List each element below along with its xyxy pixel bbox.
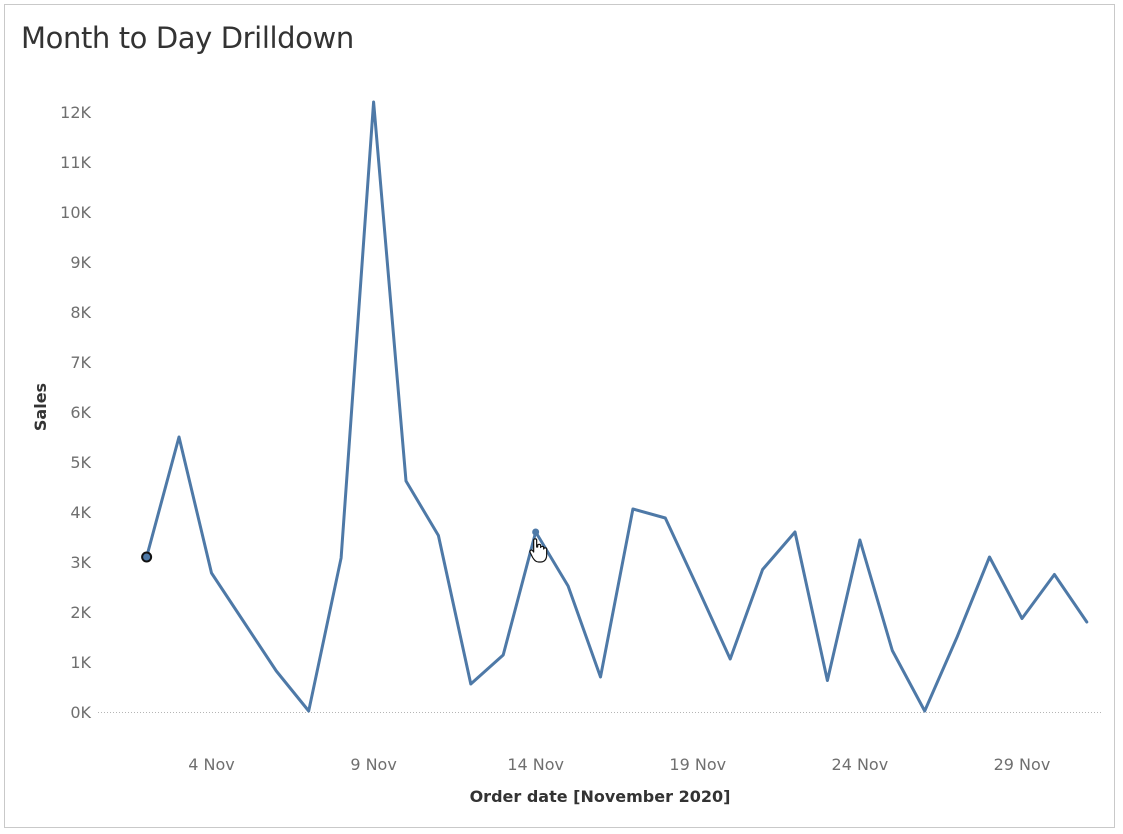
- x-tick-label: 24 Nov: [832, 755, 889, 774]
- x-tick-label: 9 Nov: [350, 755, 397, 774]
- hand-pointer-cursor-icon: [529, 538, 548, 563]
- x-axis-title: Order date [November 2020]: [470, 787, 731, 806]
- y-tick-label: 3K: [70, 553, 91, 572]
- y-tick-label: 0K: [70, 703, 91, 722]
- x-tick-label: 4 Nov: [188, 755, 235, 774]
- y-tick-label: 5K: [70, 453, 91, 472]
- y-tick-label: 6K: [70, 403, 91, 422]
- selected-data-point[interactable]: [141, 551, 153, 563]
- hand-pointer-shape: [529, 538, 548, 563]
- y-tick-label: 9K: [70, 253, 91, 272]
- series-points[interactable]: [141, 528, 540, 563]
- y-tick-label: 1K: [70, 653, 91, 672]
- y-tick-label: 7K: [70, 353, 91, 372]
- chart-frame: [4, 4, 1115, 828]
- y-axis-title: Sales: [31, 383, 50, 431]
- x-axis: 4 Nov 9 Nov 14 Nov 19 Nov 24 Nov 29 Nov: [188, 755, 1050, 774]
- y-tick-label: 4K: [70, 503, 91, 522]
- y-tick-label: 11K: [60, 153, 91, 172]
- y-tick-label: 12K: [60, 103, 91, 122]
- y-tick-label: 2K: [70, 603, 91, 622]
- hovered-data-point[interactable]: [532, 528, 540, 536]
- sales-series-line[interactable]: [145, 100, 1089, 713]
- x-tick-label: 14 Nov: [507, 755, 564, 774]
- y-tick-label: 10K: [60, 203, 91, 222]
- y-axis: 0K 1K 2K 3K 4K 5K 6K 7K 8K 9K 10K 11K 12K: [60, 103, 91, 722]
- x-tick-label: 29 Nov: [994, 755, 1051, 774]
- x-tick-label: 19 Nov: [669, 755, 726, 774]
- y-tick-label: 8K: [70, 303, 91, 322]
- chart-title: Month to Day Drilldown: [21, 21, 354, 55]
